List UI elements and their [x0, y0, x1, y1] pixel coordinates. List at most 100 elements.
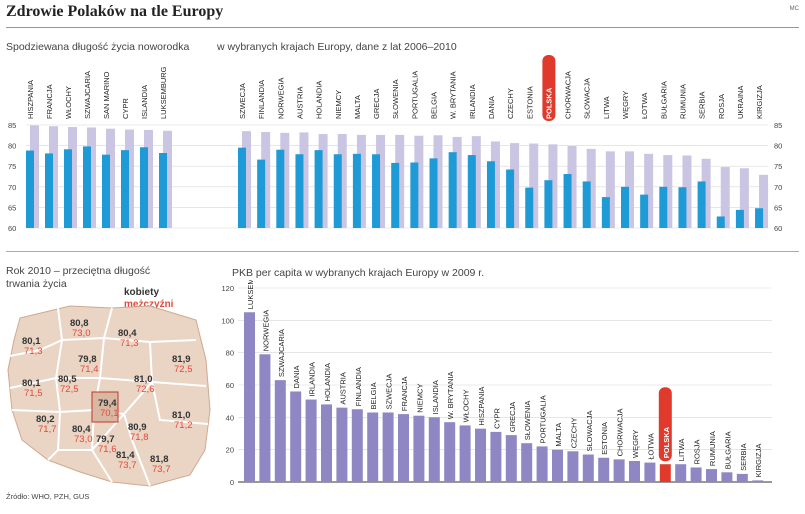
- life-bar-male: [755, 208, 764, 228]
- map-title: Rok 2010 – przeciętna długość trwania ży…: [6, 265, 151, 290]
- life-bar-female: [261, 132, 271, 228]
- gdp-per-capita-chart: 0 20 40 60 80 100 120 LUKSEMBURG NORWEGIA SZWAJCA…: [221, 280, 772, 487]
- life-bar-male: [486, 161, 495, 228]
- map-male-value: 71,8: [130, 432, 149, 443]
- life-country-label: FRANCJA: [45, 84, 54, 119]
- gdp-bar: [305, 399, 317, 482]
- life-bar-male: [429, 158, 438, 228]
- gdp-country-label: RUMUNIA: [708, 431, 717, 466]
- life-country-label: RUMUNIA: [678, 84, 687, 119]
- life-country-label: SAN MARINO: [102, 71, 111, 119]
- gdp-bar: [505, 435, 517, 482]
- life-country-label: DANIA: [487, 96, 496, 119]
- gdp-bar: [706, 469, 717, 482]
- map-female-value: 79,4: [98, 398, 117, 409]
- gdp-bar: [459, 425, 471, 482]
- life-country-label: SZWAJCARIA: [83, 71, 92, 119]
- life-bar-female: [414, 135, 424, 228]
- map-female-value: 80,4: [72, 424, 91, 435]
- gdp-bar: [521, 443, 533, 482]
- life-bar-female: [356, 134, 366, 228]
- map-male-value: 71,6: [98, 444, 117, 455]
- life-bar-female: [68, 127, 77, 228]
- gdp-country-label: BUŁGARIA: [723, 431, 732, 469]
- life-ytick-left: 75: [8, 162, 16, 171]
- life-bar-male: [314, 150, 323, 228]
- map-male-value: 72,5: [174, 364, 193, 375]
- life-country-label: FINLANDIA: [257, 80, 266, 119]
- gdp-bar: [428, 417, 440, 482]
- gdp-bar: [259, 354, 271, 482]
- life-chart-title: Spodziewana długość życia noworodka: [6, 41, 190, 53]
- gdp-bar: [398, 414, 409, 482]
- life-bar-male: [140, 147, 148, 228]
- life-country-label: SŁOWENIA: [391, 79, 400, 119]
- map-female-value: 80,1: [22, 336, 41, 347]
- life-bar-female: [280, 132, 290, 228]
- map-male-value: 73,7: [118, 460, 137, 471]
- life-country-label: HOLANDIA: [315, 81, 324, 119]
- life-ytick-left: 65: [8, 203, 16, 212]
- life-bar-female: [376, 134, 386, 228]
- life-bar-female: [663, 155, 673, 228]
- gdp-bar: [490, 431, 502, 482]
- gdp-bar: [659, 464, 671, 482]
- life-ytick-left: 80: [8, 142, 16, 151]
- legend-female: kobiety: [124, 287, 160, 298]
- map-male-value: 71,2: [174, 420, 193, 431]
- gdp-country-label: LUKSEMBURG: [246, 280, 255, 309]
- life-country-label: SŁOWACJA: [583, 78, 592, 119]
- life-bar-male: [410, 162, 419, 228]
- life-bar-female: [318, 134, 328, 228]
- gdp-bar: [721, 472, 733, 482]
- life-bar-female: [144, 129, 153, 228]
- life-ytick-right: 65: [774, 203, 782, 212]
- life-country-label: SERBIA: [698, 91, 707, 119]
- life-bar-male: [45, 153, 53, 228]
- life-bar-male: [563, 174, 572, 228]
- life-country-label: BELGIA: [430, 92, 439, 119]
- map-female-value: 80,5: [58, 374, 77, 385]
- life-bar-male: [295, 154, 304, 228]
- life-country-label: W. BRYTANIA: [449, 71, 458, 119]
- map-legend: kobiety mężczyźni: [124, 287, 173, 311]
- life-bar-male: [544, 180, 553, 228]
- life-bar-male: [159, 153, 167, 228]
- life-bar-male: [121, 150, 129, 228]
- gdp-country-label: CHORWACJA: [616, 408, 625, 456]
- gdp-country-label: CZECHY: [569, 417, 578, 448]
- life-country-label: CYPR: [121, 98, 130, 119]
- life-bar-male: [448, 152, 457, 228]
- gdp-country-label: ŁOTWA: [646, 433, 655, 459]
- gdp-country-label: HOLANDIA: [323, 363, 332, 401]
- map-male-value: 72,5: [60, 384, 79, 395]
- gdp-country-label: FINLANDIA: [354, 367, 363, 406]
- gdp-bar: [244, 312, 255, 482]
- map-male-value: 71,4: [80, 364, 99, 375]
- gdp-ytick: 80: [226, 349, 234, 358]
- gdp-ytick: 60: [226, 381, 234, 390]
- gdp-bar: [552, 449, 563, 482]
- gdp-country-label: BELGIA: [369, 382, 378, 409]
- gdp-country-label: FRANCJA: [400, 377, 409, 412]
- life-country-label: NORWEGIA: [276, 77, 285, 119]
- gdp-bar: [644, 462, 656, 482]
- life-country-label: ROSJA: [717, 94, 726, 119]
- life-country-label: LITWA: [602, 96, 611, 119]
- gdp-country-label: WĘGRY: [631, 430, 640, 458]
- life-country-label: IRLANDIA: [468, 84, 477, 119]
- legend-male: mężczyźni: [124, 299, 174, 310]
- gdp-bar: [536, 446, 548, 482]
- gdp-ytick: 20: [226, 446, 234, 455]
- gdp-country-label: SŁOWACJA: [585, 411, 594, 452]
- gdp-bar: [367, 412, 379, 482]
- life-bar-female: [490, 141, 500, 228]
- life-bar-male: [83, 146, 91, 228]
- life-bar-female: [49, 126, 58, 228]
- life-bar-female: [163, 130, 172, 228]
- life-bar-female: [471, 136, 481, 228]
- gdp-bar: [475, 428, 486, 482]
- life-bar-male: [506, 169, 515, 228]
- life-bar-female: [510, 143, 520, 228]
- gdp-country-label: MALTA: [554, 423, 563, 447]
